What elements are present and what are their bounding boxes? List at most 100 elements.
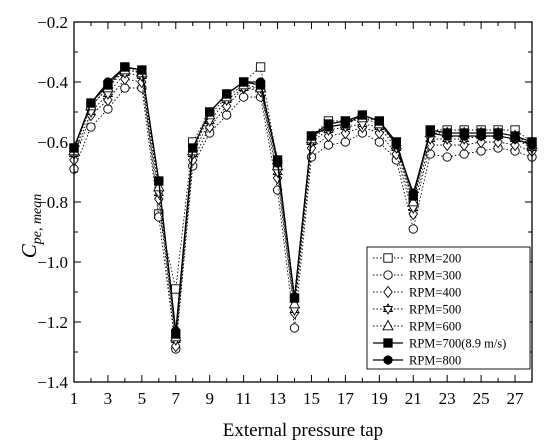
data-point bbox=[340, 126, 351, 140]
data-point bbox=[476, 131, 486, 141]
data-point bbox=[171, 284, 181, 294]
data-point bbox=[171, 339, 181, 353]
data-point bbox=[408, 202, 419, 214]
x-tick-label: 5 bbox=[138, 389, 147, 408]
data-point bbox=[272, 158, 283, 168]
data-point bbox=[154, 192, 164, 206]
y-tick-label: −0.4 bbox=[37, 73, 68, 92]
legend-marker bbox=[383, 253, 393, 263]
data-point bbox=[408, 188, 418, 198]
y-tick-label: −0.6 bbox=[37, 133, 68, 152]
data-point bbox=[153, 187, 164, 199]
data-point bbox=[442, 138, 452, 152]
series-line bbox=[73, 66, 533, 332]
data-point bbox=[255, 62, 266, 72]
legend-label: RPM=500 bbox=[409, 303, 461, 317]
legend-label: RPM=600 bbox=[409, 320, 461, 334]
x-tick-label: 1 bbox=[70, 389, 79, 408]
data-point bbox=[510, 134, 520, 144]
x-tick-label: 9 bbox=[205, 389, 214, 408]
data-point bbox=[288, 297, 301, 309]
data-point bbox=[289, 323, 300, 333]
legend-label: RPM=300 bbox=[409, 269, 461, 283]
legend-marker bbox=[383, 270, 393, 280]
axes: 1 3 5 7 9 11 13 15 17 19 21 23 25 27−0.2−0.4−0.6−0.8−… bbox=[37, 13, 533, 408]
y-tick-label: −0.2 bbox=[37, 13, 68, 32]
data-point bbox=[459, 138, 469, 152]
data-point bbox=[238, 77, 249, 87]
y-tick-label: −1.4 bbox=[37, 373, 68, 392]
data-point bbox=[103, 93, 113, 107]
data-point bbox=[204, 115, 215, 127]
legend-label: RPM=800 bbox=[409, 354, 461, 368]
data-point bbox=[442, 152, 452, 162]
data-point bbox=[442, 131, 452, 141]
y-axis-title-main: C bbox=[17, 243, 41, 258]
legend-marker bbox=[382, 319, 394, 331]
data-point bbox=[222, 89, 232, 99]
series-line bbox=[73, 69, 533, 338]
legend-marker bbox=[383, 355, 393, 365]
data-point bbox=[425, 128, 435, 138]
x-tick-label: 17 bbox=[337, 389, 355, 408]
data-point bbox=[408, 207, 419, 221]
data-point bbox=[459, 131, 469, 141]
x-axis-title: External pressure tap bbox=[223, 420, 383, 441]
data-point bbox=[137, 65, 147, 75]
series-line bbox=[73, 72, 533, 341]
star-marker-part bbox=[382, 306, 394, 315]
data-point bbox=[154, 176, 164, 186]
legend: RPM=200 RPM=300 RPM=400 RPM=500 RPM=600 RPM=7… bbox=[366, 246, 531, 370]
data-point bbox=[205, 107, 215, 117]
x-tick-label: 13 bbox=[269, 389, 286, 408]
x-tick-label: 15 bbox=[303, 389, 320, 408]
data-point bbox=[289, 304, 300, 316]
data-point bbox=[120, 62, 130, 72]
data-point bbox=[86, 98, 96, 108]
x-tick-label: 25 bbox=[473, 389, 490, 408]
series-6 bbox=[69, 62, 537, 336]
x-tick-label: 21 bbox=[405, 389, 422, 408]
data-point bbox=[255, 77, 266, 87]
data-point bbox=[408, 224, 418, 234]
data-point bbox=[493, 131, 503, 141]
y-axis-title: Cpe, mean bbox=[17, 194, 45, 259]
data-point bbox=[171, 326, 181, 336]
x-tick-label: 23 bbox=[439, 389, 456, 408]
legend-marker bbox=[382, 303, 394, 315]
series-line bbox=[73, 87, 533, 350]
data-point bbox=[391, 140, 401, 150]
x-tick-label: 19 bbox=[371, 389, 388, 408]
data-point bbox=[407, 195, 420, 207]
legend-label: RPM=700(8.9 m/s) bbox=[409, 337, 506, 351]
data-point bbox=[103, 77, 113, 87]
x-tick-label: 27 bbox=[507, 389, 525, 408]
legend-marker bbox=[383, 338, 393, 348]
data-point bbox=[510, 138, 520, 152]
x-tick-label: 11 bbox=[235, 389, 251, 408]
data-point bbox=[204, 120, 215, 134]
legend-label: RPM=200 bbox=[409, 252, 461, 266]
y-tick-label: −1.2 bbox=[37, 313, 68, 332]
series-2 bbox=[69, 72, 537, 353]
data-point bbox=[374, 116, 384, 126]
series-line bbox=[73, 78, 533, 347]
y-axis-title-subscript: pe, mean bbox=[30, 194, 45, 246]
y-tick-label: −0.8 bbox=[37, 193, 68, 212]
data-point bbox=[340, 119, 351, 129]
y-tick-label: −1.0 bbox=[37, 253, 68, 272]
plot-area bbox=[68, 62, 538, 354]
data-point bbox=[357, 110, 368, 120]
data-point bbox=[187, 153, 198, 167]
legend-box bbox=[366, 246, 531, 370]
x-tick-label: 7 bbox=[172, 389, 181, 408]
data-point bbox=[188, 143, 198, 153]
data-point bbox=[289, 293, 300, 303]
data-point bbox=[323, 122, 334, 132]
legend-label: RPM=400 bbox=[409, 286, 461, 300]
data-point bbox=[306, 131, 317, 141]
data-point bbox=[323, 129, 334, 143]
legend-marker bbox=[383, 285, 393, 299]
x-tick-label: 3 bbox=[104, 389, 113, 408]
